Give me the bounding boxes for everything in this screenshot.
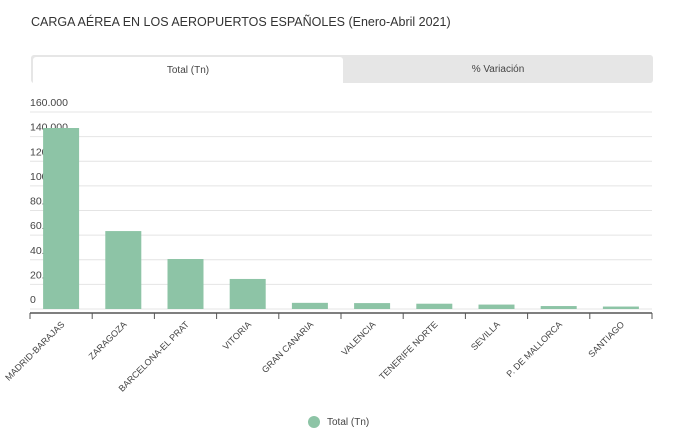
x-tick-label: BARCELONA-EL PRAT: [117, 319, 192, 394]
tab-total[interactable]: Total (Tn): [33, 57, 343, 83]
bar-madrid-barajas: [43, 128, 80, 309]
x-tick-label: MADRID-BARAJAS: [3, 319, 66, 382]
x-tick-label: VITORIA: [221, 319, 253, 351]
y-tick-label: 0: [30, 294, 36, 306]
bar-valencia: [354, 303, 391, 309]
x-tick-label: SEVILLA: [469, 319, 502, 352]
tab-bar: Total (Tn) % Variación: [31, 55, 653, 83]
tab-variacion[interactable]: % Variación: [471, 63, 525, 75]
x-tick-label: P. DE MALLORCA: [504, 319, 564, 379]
legend-label: Total (Tn): [327, 416, 370, 428]
x-tick-label: GRAN CANARIA: [260, 319, 316, 375]
chart-title: CARGA AÉREA EN LOS AEROPUERTOS ESPAÑOLES…: [31, 15, 451, 29]
bar-zaragoza: [105, 231, 142, 309]
bar-chart: 020.00040.00060.00080.000100.000120.0001…: [3, 97, 653, 394]
bar-santiago: [602, 306, 639, 309]
bar-tenerife-norte: [416, 303, 453, 309]
bar-p-de-mallorca: [540, 306, 577, 309]
x-tick-label: TENERIFE NORTE: [377, 319, 439, 381]
legend-swatch: [308, 416, 320, 428]
x-tick-label: VALENCIA: [339, 319, 377, 357]
bar-sevilla: [478, 304, 515, 309]
x-tick-label: SANTIAGO: [586, 319, 626, 359]
legend[interactable]: Total (Tn): [308, 416, 369, 428]
bar-gran-canaria: [291, 302, 328, 309]
y-tick-label: 160.000: [30, 97, 68, 109]
x-tick-label: ZARAGOZA: [87, 319, 129, 361]
bar-barcelona-el-prat: [167, 259, 204, 309]
bar-vitoria: [229, 278, 266, 309]
